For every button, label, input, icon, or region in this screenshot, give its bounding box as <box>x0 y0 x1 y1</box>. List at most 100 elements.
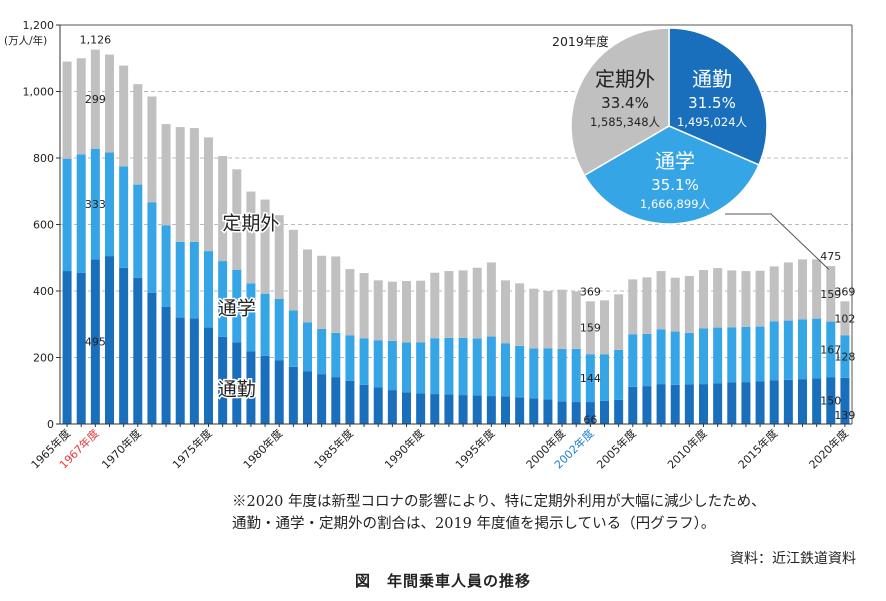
value-label-1967: 1,126 <box>80 34 112 47</box>
bar-1996-通勤 <box>501 396 510 424</box>
bar-1992-通学 <box>444 337 454 395</box>
bar-1980-通学 <box>274 298 284 361</box>
bar-1968-定期外 <box>105 54 114 153</box>
y-tick-label: 1,000 <box>23 86 55 99</box>
bar-1994-定期外 <box>472 267 482 339</box>
pie-label-name: 通学 <box>655 149 695 173</box>
bar-1990-通勤 <box>416 393 426 424</box>
pie-label-percent: 31.5% <box>688 94 736 112</box>
bar-1965-定期外 <box>62 61 72 159</box>
value-label-2019: 475 <box>820 250 841 263</box>
value-label-2020: 139 <box>834 409 855 422</box>
bar-1992-通勤 <box>444 394 454 424</box>
bar-1968-通学 <box>105 152 114 257</box>
bar-1976-定期外 <box>218 156 228 262</box>
bar-1975-通勤 <box>204 327 213 424</box>
bar-2005-通勤 <box>628 386 638 424</box>
bar-1975-通学 <box>204 251 213 328</box>
bar-2018-通学 <box>812 318 822 379</box>
bar-1991-定期外 <box>430 272 440 339</box>
bar-1971-定期外 <box>147 96 157 203</box>
bar-1990-通学 <box>416 342 426 394</box>
bar-1966-定期外 <box>76 58 86 155</box>
bar-1989-通勤 <box>402 392 411 424</box>
bar-2015-通勤 <box>769 380 779 424</box>
bar-1967-通学 <box>90 148 100 260</box>
bar-1984-定期外 <box>331 256 341 333</box>
bar-2013-通勤 <box>741 382 751 424</box>
bar-2011-定期外 <box>713 268 723 328</box>
y-tick-label: 400 <box>33 285 54 298</box>
y-axis-unit: (万人/年) <box>4 34 47 47</box>
value-label-2002: 66 <box>583 414 597 427</box>
bar-2010-通勤 <box>699 384 708 424</box>
bar-1997-通学 <box>515 345 525 398</box>
y-tick-label: 200 <box>33 352 54 365</box>
bar-1998-定期外 <box>529 288 539 349</box>
bar-2003-通勤 <box>600 400 609 424</box>
bar-1979-通学 <box>260 293 270 356</box>
x-tick-label-2005: 2005年度 <box>594 426 639 471</box>
bar-1977-通学 <box>232 269 242 343</box>
bar-1980-通勤 <box>274 360 284 424</box>
bar-2009-定期外 <box>684 276 694 333</box>
bar-2006-定期外 <box>642 277 652 334</box>
bar-1986-通勤 <box>359 384 369 424</box>
bar-1993-定期外 <box>458 270 468 338</box>
note-line-1: ※2020 年度は新型コロナの影響により、特に定期外利用が大幅に減少したため、 <box>232 494 766 510</box>
bar-2006-通学 <box>642 333 652 387</box>
bar-2002-通勤 <box>585 402 595 424</box>
pie-title: 2019年度 <box>552 34 609 49</box>
pie-label-percent: 35.1% <box>651 176 699 194</box>
bar-1996-定期外 <box>501 280 510 344</box>
bar-1981-通勤 <box>288 366 298 424</box>
bar-2016-通勤 <box>783 379 793 424</box>
bar-2018-通勤 <box>812 378 822 424</box>
series-label: 定期外 <box>222 212 279 234</box>
bar-2008-定期外 <box>670 277 680 332</box>
value-label-2020: 128 <box>834 351 855 364</box>
value-label-2019: 150 <box>820 395 841 408</box>
bar-1979-通勤 <box>260 355 270 424</box>
value-label-1967: 299 <box>85 93 106 106</box>
bar-1966-通勤 <box>76 272 86 424</box>
bar-2012-定期外 <box>727 270 737 328</box>
bar-1979-定期外 <box>260 199 270 294</box>
bar-2007-通勤 <box>656 384 666 424</box>
bar-1980-定期外 <box>274 215 284 299</box>
bar-1977-通勤 <box>232 342 242 424</box>
bar-2001-通学 <box>571 348 581 403</box>
bar-1967-定期外 <box>90 49 100 149</box>
bar-1976-通学 <box>218 261 228 337</box>
pie-label-value: 1,585,348人 <box>590 115 661 129</box>
pie-slice-定期外 <box>570 27 670 177</box>
bar-2019-通勤 <box>826 377 836 424</box>
bar-1982-通勤 <box>303 371 312 424</box>
x-tick-label-1990: 1990年度 <box>382 426 427 471</box>
bar-1995-通勤 <box>486 396 496 424</box>
bar-2020-通勤 <box>840 377 850 424</box>
bar-2017-通勤 <box>798 379 807 424</box>
bar-2008-通学 <box>670 331 680 385</box>
bar-1967-通勤 <box>90 259 100 424</box>
pie-slice-通勤 <box>668 27 768 166</box>
bar-1978-通学 <box>246 283 256 352</box>
bar-1970-定期外 <box>133 84 143 185</box>
bar-1968-通勤 <box>105 256 114 424</box>
bar-2008-通勤 <box>670 384 680 424</box>
bar-1981-定期外 <box>288 229 298 311</box>
pie-connector-line <box>725 213 830 270</box>
bar-1982-定期外 <box>303 249 312 323</box>
bar-2019-定期外 <box>826 266 836 322</box>
bar-1989-通学 <box>402 342 411 393</box>
bar-2010-通学 <box>699 328 708 385</box>
bar-2011-通勤 <box>713 383 723 424</box>
bar-1997-定期外 <box>515 283 525 346</box>
value-label-2002: 144 <box>580 372 601 385</box>
bar-2004-通学 <box>614 349 624 400</box>
x-tick-label-1985: 1985年度 <box>311 426 356 471</box>
bar-1965-通勤 <box>62 271 72 424</box>
bar-2014-通学 <box>755 326 765 382</box>
bar-2017-定期外 <box>798 259 807 320</box>
x-tick-label-1970: 1970年度 <box>99 426 144 471</box>
